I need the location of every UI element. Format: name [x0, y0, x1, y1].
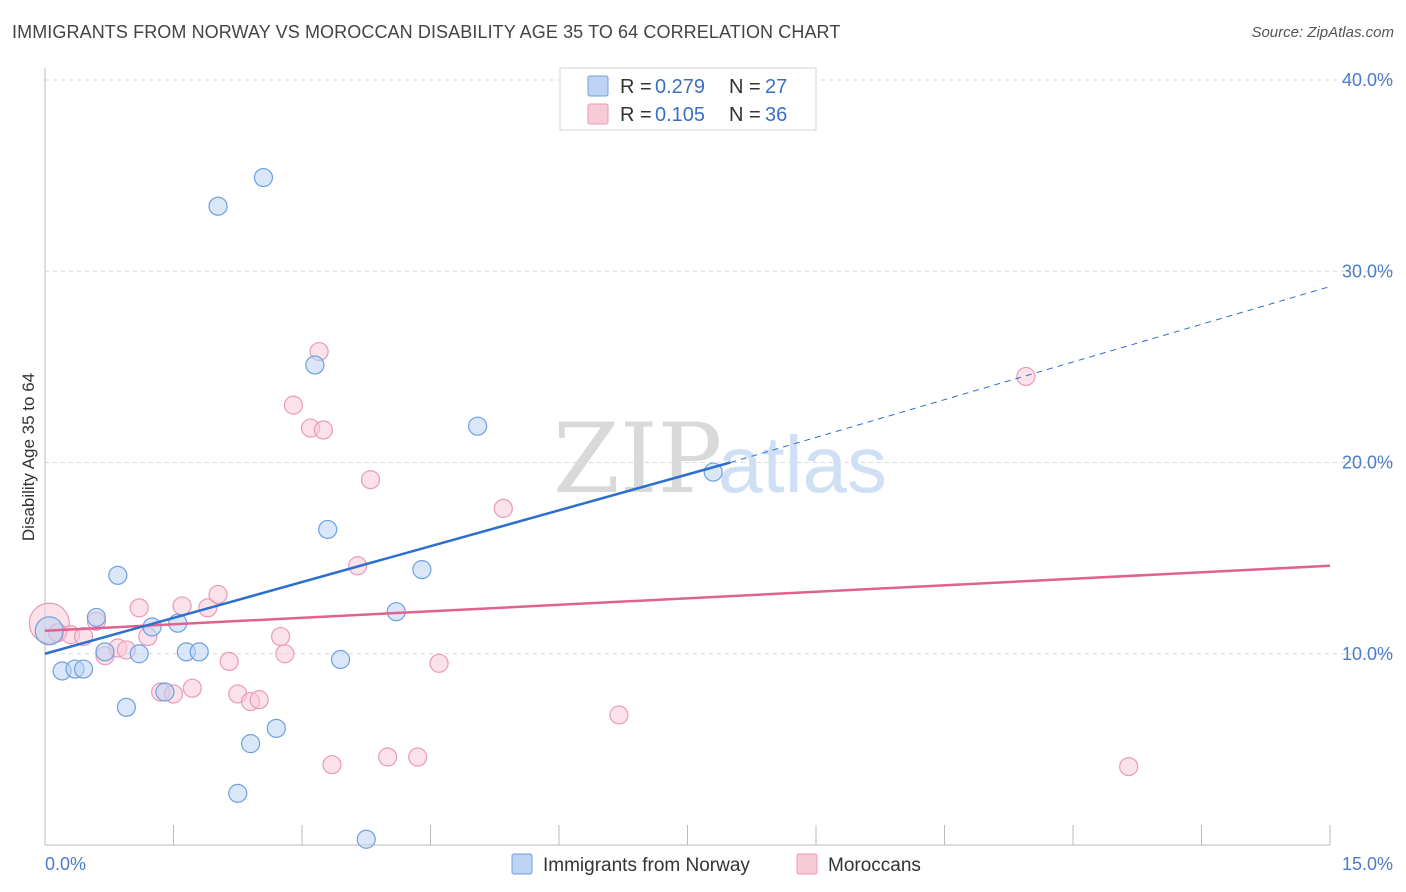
moroccan-point-33 — [609, 705, 629, 725]
legend-r-value-2: 0.105 — [655, 104, 705, 126]
legend-n-label-1: N = — [729, 76, 761, 98]
gridlines — [45, 79, 1395, 655]
bottom-legend-swatch-norway — [511, 853, 533, 875]
norway-point-8 — [129, 644, 149, 664]
moroccan-point-20 — [270, 626, 291, 647]
axes — [44, 68, 1331, 846]
norway-point-3 — [73, 659, 94, 679]
moroccan-point-22 — [283, 395, 304, 415]
moroccan-point-12 — [172, 596, 192, 616]
moroccan-point-26 — [322, 755, 342, 775]
moroccan-point-13 — [182, 678, 202, 698]
moroccan-point-31 — [429, 653, 449, 673]
chart-title: IMMIGRANTS FROM NORWAY VS MOROCCAN DISAB… — [12, 22, 841, 42]
moroccan-point-15 — [208, 584, 228, 605]
y-tick-label-3: 40.0% — [1342, 70, 1393, 90]
moroccan-point-28 — [360, 470, 381, 490]
legend-n-label-2: N = — [729, 104, 761, 126]
norway-point-22 — [356, 829, 376, 849]
norway-point-20 — [318, 519, 338, 540]
moroccan-point-21 — [275, 644, 295, 664]
norway-point-19 — [305, 355, 325, 375]
legend-r-label-2: R = — [620, 104, 652, 126]
x-tick-label-1: 15.0% — [1342, 854, 1393, 874]
norway-point-9 — [142, 617, 162, 637]
norway-point-5 — [95, 642, 115, 662]
y-tick-label-1: 20.0% — [1342, 453, 1393, 473]
series-legend: Immigrants from Norway Moroccans — [511, 853, 921, 876]
norway-point-10 — [155, 682, 175, 702]
trend-lines — [44, 286, 1331, 655]
norway-point-18 — [266, 718, 286, 738]
bottom-legend-label-moroccan: Moroccans — [828, 855, 921, 876]
watermark-zip: ZIP — [553, 403, 722, 515]
y-tick-label-2: 30.0% — [1342, 261, 1393, 281]
legend-swatch-norway — [587, 75, 609, 97]
bottom-legend-swatch-moroccan — [796, 853, 818, 875]
norway-point-14 — [208, 196, 228, 216]
legend-swatch-moroccan — [587, 103, 609, 125]
norway-point-4 — [86, 607, 107, 628]
moroccan-trend-line — [44, 564, 1331, 633]
y-tick-label-0: 10.0% — [1342, 644, 1393, 664]
moroccan-point-8 — [129, 598, 149, 618]
data-points — [28, 167, 1139, 849]
moroccan-point-19 — [249, 690, 269, 710]
norway-trend-extension — [730, 286, 1331, 463]
x-tick-label-0: 0.0% — [45, 854, 86, 874]
moroccan-point-24 — [313, 420, 334, 440]
norway-trend-line — [44, 461, 731, 655]
legend-r-value-1: 0.279 — [655, 76, 705, 98]
stats-legend: R = 0.279 N = 27 R = 0.105 N = 36 — [559, 67, 817, 131]
norway-point-15 — [228, 783, 248, 803]
norway-point-25 — [468, 416, 488, 436]
moroccan-point-29 — [378, 747, 398, 767]
norway-point-6 — [108, 565, 128, 585]
y-tick-labels: 10.0% 20.0% 30.0% 40.0% — [1342, 70, 1393, 664]
watermark: ZIP atlas — [553, 403, 887, 515]
norway-point-7 — [116, 697, 136, 717]
legend-n-value-1: 27 — [765, 76, 787, 98]
norway-point-13 — [189, 642, 209, 662]
norway-point-17 — [253, 167, 274, 188]
moroccan-point-16 — [219, 651, 239, 672]
norway-point-16 — [241, 734, 261, 754]
watermark-atlas: atlas — [718, 420, 887, 509]
legend-n-value-2: 36 — [765, 104, 787, 126]
bottom-legend-label-norway: Immigrants from Norway — [543, 855, 750, 876]
moroccan-point-30 — [408, 747, 428, 767]
source-label: Source: ZipAtlas.com — [1251, 24, 1394, 41]
norway-point-24 — [412, 559, 432, 580]
moroccan-point-32 — [493, 498, 513, 518]
norway-point-21 — [330, 649, 351, 670]
moroccan-point-35 — [1119, 756, 1139, 777]
x-tick-labels: 0.0% 15.0% — [45, 854, 1393, 874]
moroccan-point-34 — [1016, 366, 1036, 387]
y-axis-title: Disability Age 35 to 64 — [19, 373, 38, 541]
legend-r-label-1: R = — [620, 76, 652, 98]
